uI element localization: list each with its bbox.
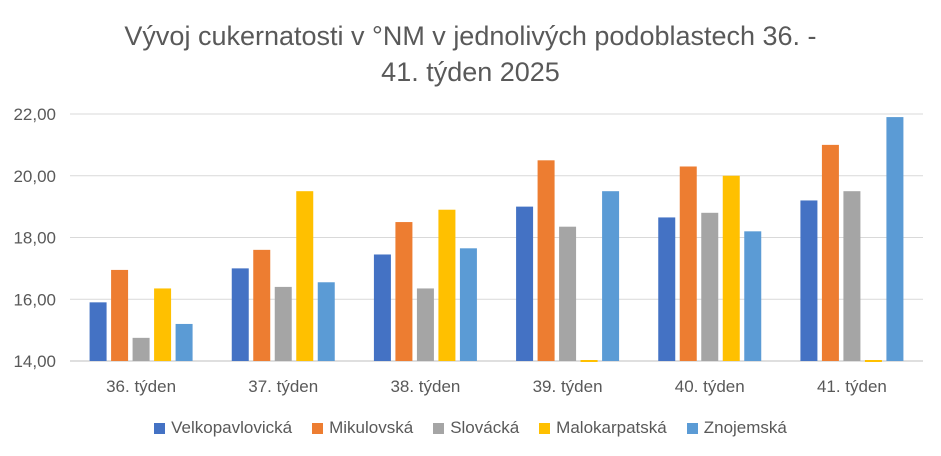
bar — [679, 166, 697, 361]
bar — [89, 302, 107, 361]
legend-item: Malokarpatská — [539, 418, 667, 438]
bar — [373, 254, 391, 361]
bar — [175, 323, 193, 361]
bar — [416, 288, 434, 361]
y-tick-label: 20,00 — [13, 167, 56, 186]
bar — [843, 191, 861, 361]
bar — [800, 200, 818, 361]
legend-swatch — [433, 422, 445, 434]
chart-title: Vývoj cukernatosti v °NM v jednolivých p… — [0, 18, 941, 90]
bar — [154, 288, 172, 361]
chart-title-line-2: 41. týden 2025 — [381, 57, 560, 87]
bar — [516, 206, 534, 361]
bar — [602, 191, 620, 361]
legend-swatch — [539, 422, 551, 434]
legend-label: Velkopavlovická — [171, 418, 293, 437]
bar — [886, 117, 904, 362]
bar — [537, 160, 555, 361]
bar — [395, 222, 413, 361]
bar — [722, 175, 740, 361]
bar — [658, 217, 676, 361]
bar — [559, 226, 577, 361]
x-tick-label: 40. týden — [675, 377, 745, 396]
legend-item: Mikulovská — [312, 418, 413, 438]
bar — [459, 248, 477, 361]
bar — [864, 360, 882, 362]
legend-label: Slovácká — [450, 418, 520, 437]
x-tick-label: 39. týden — [533, 377, 603, 396]
y-tick-label: 14,00 — [13, 352, 56, 371]
chart-title-line-1: Vývoj cukernatosti v °NM v jednolivých p… — [124, 21, 817, 51]
bar — [132, 337, 150, 361]
legend-swatch — [154, 422, 166, 434]
y-tick-label: 16,00 — [13, 290, 56, 309]
legend-label: Znojemská — [703, 418, 787, 437]
legend-label: Mikulovská — [329, 418, 414, 437]
bar — [231, 268, 249, 361]
bar — [580, 360, 598, 362]
x-tick-label: 37. týden — [248, 377, 318, 396]
legend-label: Malokarpatská — [556, 418, 667, 437]
bar — [111, 269, 129, 361]
bar — [296, 191, 314, 361]
bar — [744, 231, 762, 361]
bar — [438, 209, 456, 361]
y-tick-label: 22,00 — [13, 105, 56, 124]
legend-item: Velkopavlovická — [154, 418, 292, 438]
legend-item: Znojemská — [686, 418, 787, 438]
bar — [274, 286, 292, 361]
legend-swatch — [686, 422, 698, 434]
legend-swatch — [312, 422, 324, 434]
bar — [317, 282, 335, 361]
x-tick-label: 38. týden — [390, 377, 460, 396]
bar — [821, 144, 839, 361]
y-tick-label: 18,00 — [13, 229, 56, 248]
bar — [701, 212, 719, 361]
x-tick-label: 41. týden — [817, 377, 887, 396]
chart-legend: Velkopavlovická Mikulovská Slovácká Malokar… — [0, 418, 941, 438]
bar — [253, 249, 271, 361]
legend-item: Slovácká — [433, 418, 519, 438]
x-tick-label: 36. týden — [106, 377, 176, 396]
